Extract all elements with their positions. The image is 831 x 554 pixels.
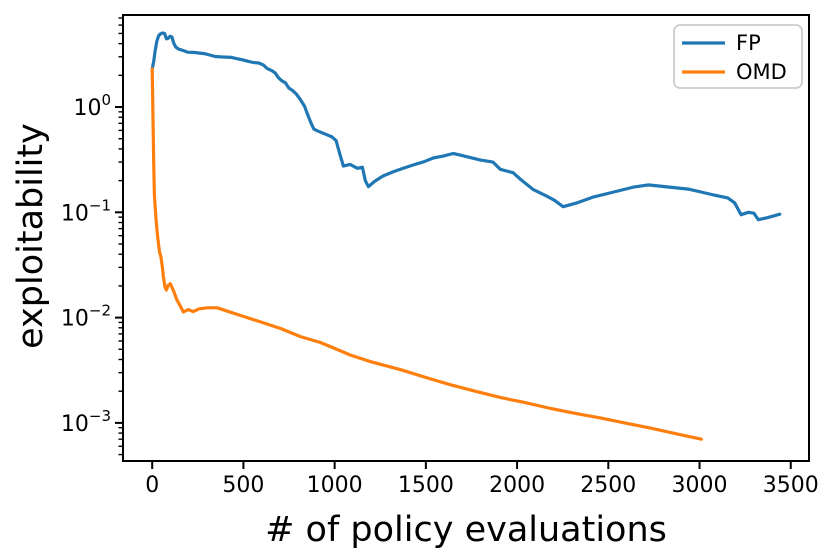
x-axis-label: # of policy evaluations [265, 510, 667, 550]
y-tick-label: 10−1 [61, 196, 111, 226]
x-tick-label: 2500 [580, 473, 636, 498]
y-tick-label: 10−3 [61, 407, 111, 437]
series-line-omd [150, 67, 704, 441]
axes-spines [122, 14, 810, 462]
x-axis-major-ticks [151, 461, 792, 469]
y-axis-label: exploitability [11, 123, 51, 349]
x-tick-label: 500 [222, 473, 264, 498]
x-tick-label: 1500 [398, 473, 454, 498]
legend-label-fp: FP [736, 31, 761, 55]
y-tick-label: 10−2 [61, 302, 111, 332]
legend: FP OMD [673, 24, 803, 89]
plot-area [123, 15, 809, 461]
x-tick-label: 0 [145, 473, 159, 498]
x-tick-label: 2000 [489, 473, 545, 498]
legend-label-omd: OMD [736, 60, 787, 84]
y-tick-label: 100 [73, 91, 111, 121]
series-line-fp [150, 31, 782, 222]
data-series [150, 31, 782, 441]
x-axis-tick-labels: 0 500 1000 1500 2000 2500 3000 3500 [145, 473, 819, 498]
y-axis-tick-labels: 100 10−1 10−2 10−3 [61, 91, 111, 437]
x-tick-label: 3000 [672, 473, 728, 498]
x-tick-label: 3500 [763, 473, 819, 498]
y-axis-major-ticks [115, 106, 123, 424]
x-tick-label: 1000 [307, 473, 363, 498]
